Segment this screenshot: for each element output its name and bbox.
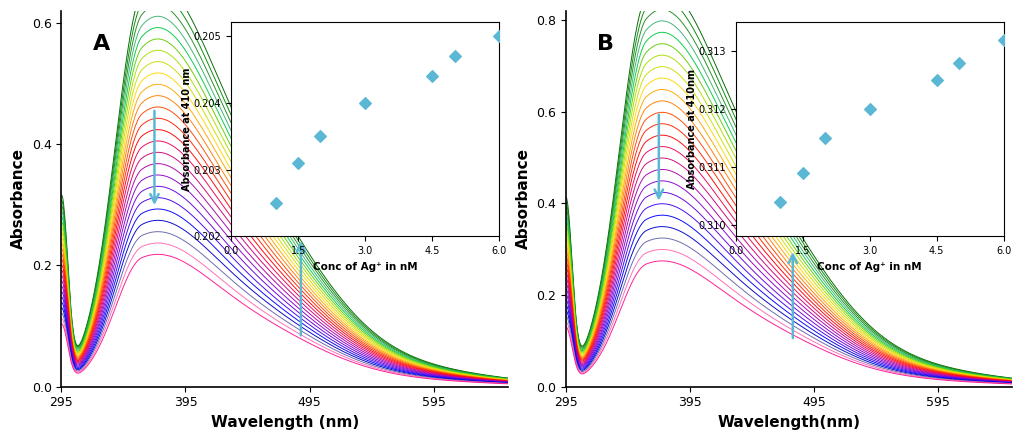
X-axis label: Wavelength (nm): Wavelength (nm) xyxy=(211,415,358,430)
Y-axis label: Absorbance: Absorbance xyxy=(515,148,530,249)
Text: A: A xyxy=(92,34,110,54)
X-axis label: Wavelength(nm): Wavelength(nm) xyxy=(718,415,860,430)
Text: B: B xyxy=(597,34,614,54)
Y-axis label: Absorbance: Absorbance xyxy=(11,148,26,249)
